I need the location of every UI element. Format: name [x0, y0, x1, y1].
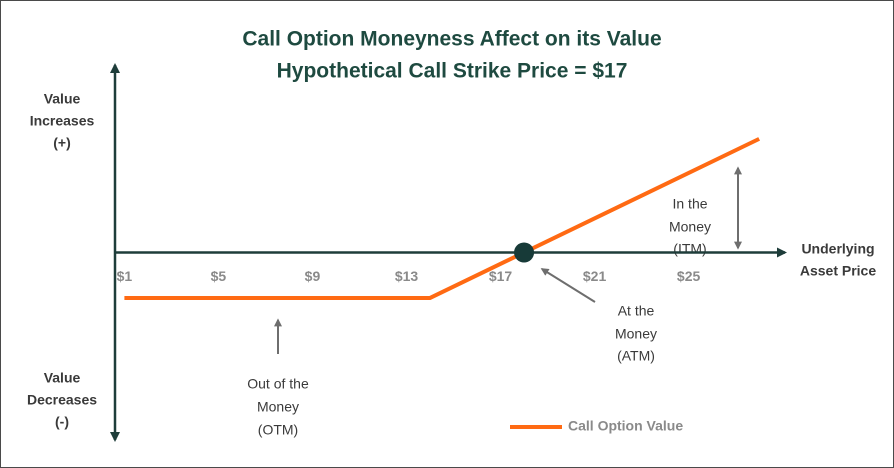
y-label-top: (+) — [53, 135, 71, 151]
x-label: Asset Price — [800, 263, 876, 279]
x-tick-label: $5 — [211, 268, 227, 284]
y-label-top: Value — [44, 91, 81, 107]
chart-subtitle: Hypothetical Call Strike Price = $17 — [277, 60, 628, 83]
y-label-top: Increases — [30, 113, 95, 129]
atm-arrow — [540, 268, 596, 303]
otm-label: Money — [257, 399, 299, 415]
otm-label: (OTM) — [258, 422, 298, 438]
legend-label: Call Option Value — [568, 418, 683, 434]
atm-label: Money — [615, 326, 657, 342]
chart-title: Call Option Moneyness Affect on its Valu… — [242, 28, 661, 51]
y-label-bottom: Decreases — [27, 392, 97, 408]
x-tick-label: $13 — [395, 268, 419, 284]
atm-point — [514, 242, 535, 263]
atm-label: (ATM) — [617, 348, 655, 364]
itm-label: In the — [672, 196, 707, 212]
x-tick-label: $21 — [583, 268, 607, 284]
x-label: Underlying — [801, 241, 874, 257]
y-label-bottom: Value — [44, 370, 81, 386]
x-tick-label: $17 — [489, 268, 513, 284]
otm-label: Out of the — [247, 376, 309, 392]
x-tick-label: $25 — [677, 268, 701, 284]
itm-label: Money — [669, 219, 711, 235]
x-tick-label: $9 — [305, 268, 321, 284]
x-tick-label: $1 — [117, 268, 133, 284]
itm-label: (ITM) — [673, 241, 706, 257]
option-line — [124, 137, 761, 300]
y-label-bottom: (-) — [55, 414, 69, 430]
atm-label: At the — [618, 303, 655, 319]
